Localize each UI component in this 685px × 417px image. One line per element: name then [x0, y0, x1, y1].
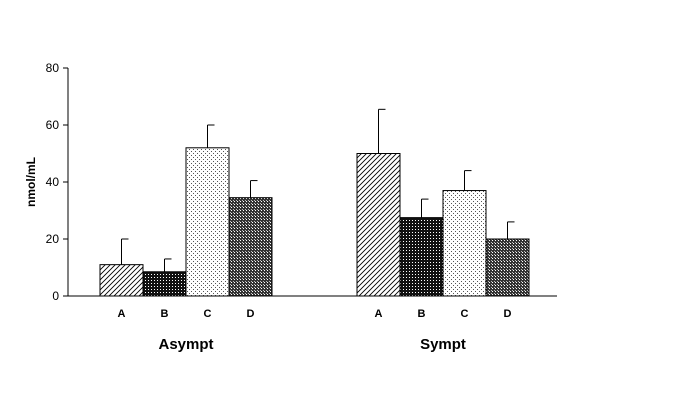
bar-asympt-d [228, 197, 273, 297]
category-label: B [161, 308, 169, 320]
bars [99, 147, 530, 297]
category-label: A [118, 308, 126, 320]
category-label: C [461, 308, 469, 320]
group-label-asympt: Asympt [158, 336, 213, 353]
y-ticks: 0 20 40 60 80 [46, 61, 68, 303]
bar-asympt-b [142, 271, 187, 297]
bar-sympt-a [356, 153, 401, 297]
y-tick-label: 40 [46, 175, 60, 189]
y-tick-label: 60 [46, 118, 60, 132]
y-axis-title: nmol/mL [24, 157, 38, 207]
bar-asympt-c [185, 147, 230, 297]
group-label-sympt: Sympt [420, 336, 466, 353]
bar-sympt-d [485, 238, 530, 297]
category-label: A [375, 308, 383, 320]
y-tick-label: 80 [46, 61, 60, 75]
bar-sympt-c [442, 190, 487, 297]
bar-sympt-b [399, 217, 444, 297]
y-tick-label: 0 [52, 289, 59, 303]
error-bars [121, 108, 515, 272]
category-label: D [247, 308, 255, 320]
category-label: C [204, 308, 212, 320]
category-label: B [418, 308, 426, 320]
category-label: D [504, 308, 512, 320]
group-labels: Asympt Sympt [158, 336, 465, 353]
y-tick-label: 20 [46, 232, 60, 246]
bar-asympt-a [99, 264, 144, 297]
